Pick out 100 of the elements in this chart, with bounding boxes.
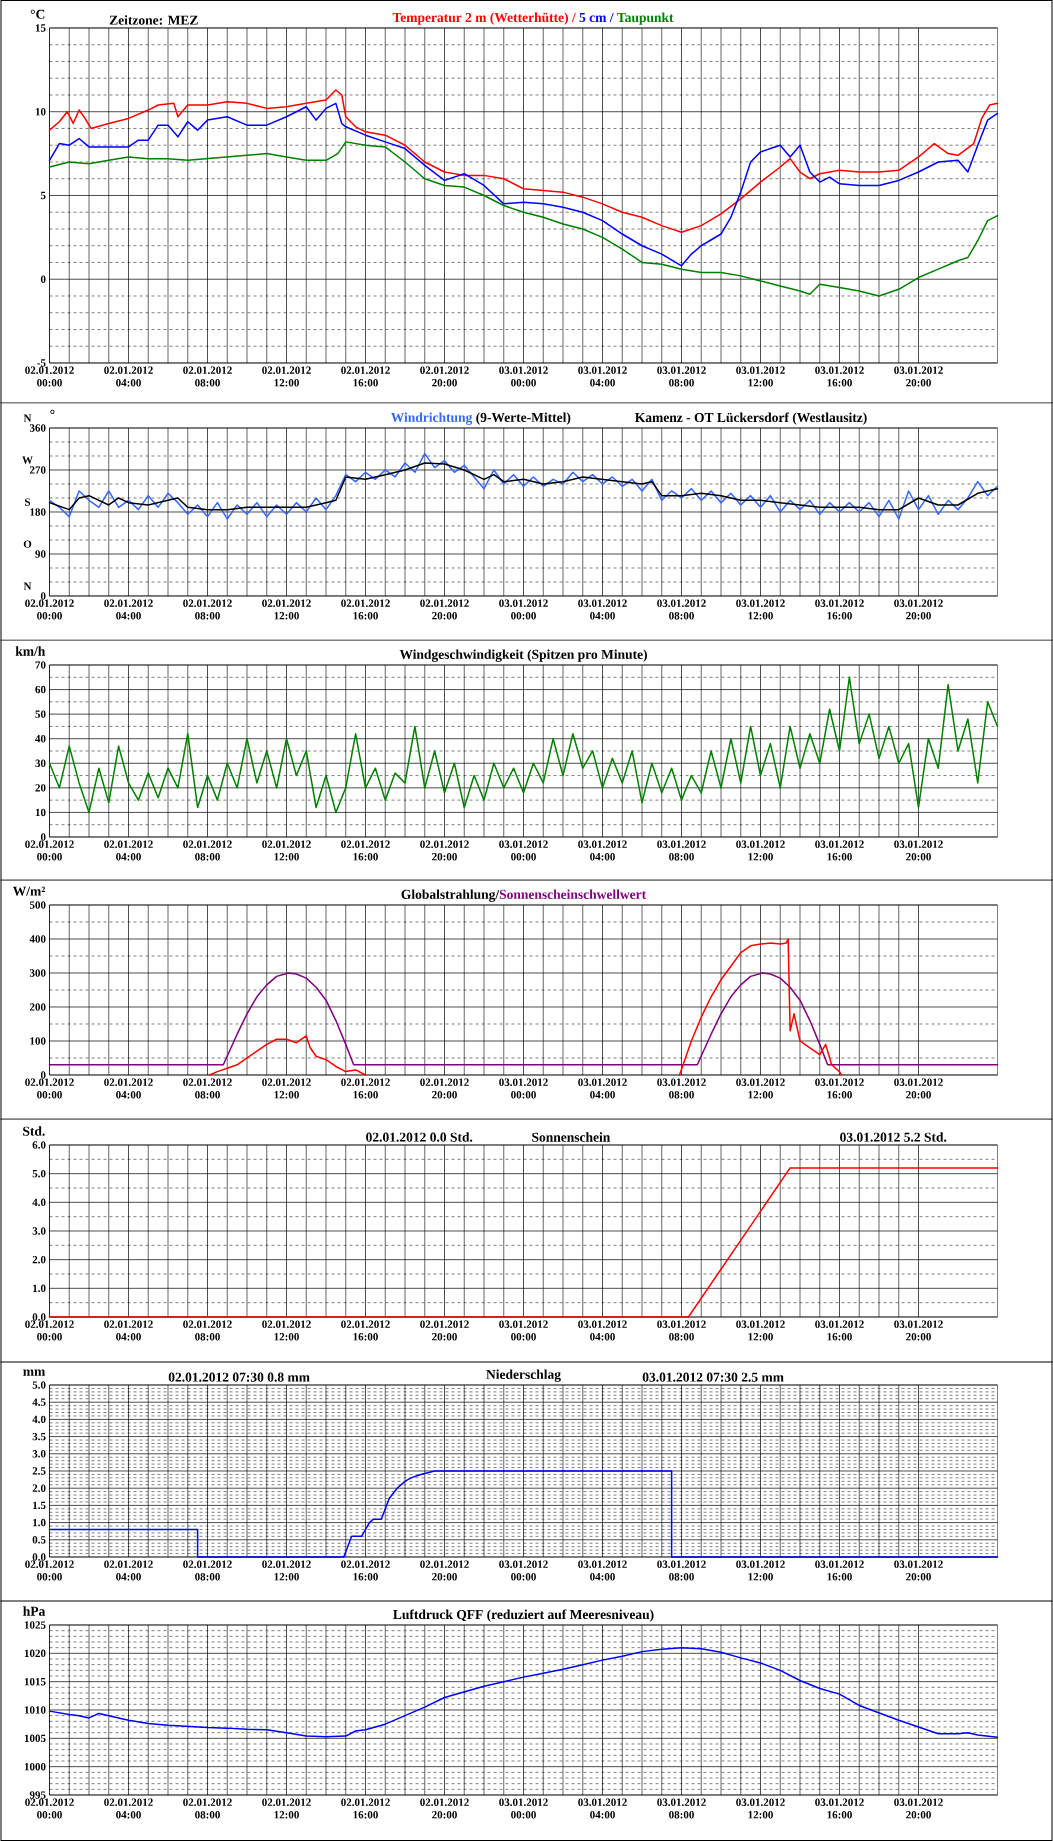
y-tick-label: 40 [35, 735, 46, 743]
x-tick-label: 03.01.2012 12:00 [736, 1320, 785, 1341]
text: Temperatur 2 m (Wetterhütte) / [392, 12, 576, 25]
text: Sonnenscheinschwellwert [499, 889, 647, 899]
y-tick-label: 90 [35, 550, 46, 558]
x-tick-label: 02.01.2012 12:00 [262, 840, 311, 861]
y-tick-label: 1.5 [33, 1501, 46, 1510]
x-tick-label: 03.01.2012 16:00 [815, 1798, 864, 1819]
x-tick-label: 02.01.2012 20:00 [420, 1798, 469, 1819]
x-tick-label: 03.01.2012 20:00 [894, 1078, 943, 1099]
text: S [25, 498, 31, 506]
x-tick-label: 03.01.2012 12:00 [736, 1798, 785, 1819]
chart-title: Luftdruck QFF (reduziert auf Meeresniveau) [393, 1609, 654, 1622]
y-tick-label: 1000 [24, 1762, 46, 1771]
y-tick-label: 3.0 [32, 1227, 46, 1235]
x-tick-label: 02.01.2012 04:00 [104, 1078, 153, 1099]
x-tick-label: 03.01.2012 08:00 [657, 1078, 706, 1099]
x-tick-label: 02.01.2012 20:00 [420, 366, 469, 387]
y-tick-label: 3.5 [32, 1432, 46, 1441]
y-tick-label: 4.0 [32, 1198, 46, 1207]
x-tick-label: 03.01.2012 00:00 [499, 599, 548, 620]
text: 03.01.2012 07:30 2.5 mm [642, 1372, 784, 1382]
line-series [48, 89, 999, 234]
text: Zeitzone: MEZ [109, 15, 198, 25]
text: N [23, 414, 32, 422]
x-tick-label: 03.01.2012 04:00 [578, 1078, 627, 1099]
y-tick-label: 360 [29, 424, 46, 432]
y-tick-label: 15 [35, 24, 46, 32]
y-tick-label: 1020 [24, 1649, 46, 1658]
x-tick-label: 02.01.2012 12:00 [262, 366, 311, 387]
chart-title: Windgeschwindigkeit (Spitzen pro Minute) [399, 649, 647, 662]
y-tick-label: 995 [29, 1791, 46, 1799]
text: Windrichtung [390, 412, 473, 425]
x-tick-label: 02.01.2012 00:00 [25, 840, 74, 861]
x-tick-label: 03.01.2012 16:00 [815, 599, 864, 620]
text: (9-Werte-Mittel) [476, 412, 571, 425]
y-tick-label: 4.5 [32, 1398, 46, 1406]
x-tick-label: 02.01.2012 12:00 [262, 599, 311, 620]
y-tick-label: 270 [29, 466, 46, 474]
y-tick-label: 0.0 [32, 1313, 46, 1321]
x-tick-label: 03.01.2012 16:00 [815, 366, 864, 387]
x-tick-label: 03.01.2012 16:00 [815, 1320, 864, 1341]
x-tick-label: 02.01.2012 00:00 [25, 1320, 74, 1341]
x-tick-label: 03.01.2012 08:00 [657, 1798, 706, 1819]
y-tick-label: 0.5 [32, 1536, 46, 1544]
text: N [23, 582, 32, 590]
x-tick-label: 02.01.2012 12:00 [262, 1560, 311, 1581]
y-axis-title: °C [30, 9, 45, 19]
y-tick-label: 2.0 [32, 1484, 46, 1492]
x-tick-label: 02.01.2012 00:00 [25, 366, 74, 387]
x-tick-label: 03.01.2012 00:00 [499, 366, 548, 387]
chart-title: Kamenz - OT Lückersdorf (Westlausitz) [635, 412, 867, 425]
y-tick-label: 1010 [24, 1706, 46, 1714]
x-tick-label: 02.01.2012 16:00 [341, 599, 390, 620]
x-tick-label: 03.01.2012 20:00 [894, 599, 943, 620]
y-tick-label: 5 [40, 191, 46, 200]
x-tick-label: 03.01.2012 00:00 [499, 1320, 548, 1341]
y-axis-title: hPa [23, 1606, 46, 1616]
y-tick-label: 180 [30, 508, 46, 516]
x-tick-label: 02.01.2012 12:00 [262, 1078, 311, 1099]
x-tick-label: 03.01.2012 20:00 [894, 1560, 943, 1581]
x-tick-label: 02.01.2012 08:00 [183, 1078, 232, 1099]
x-tick-label: 03.01.2012 16:00 [815, 1560, 864, 1581]
x-tick-label: 03.01.2012 04:00 [578, 366, 627, 387]
x-tick-label: 03.01.2012 00:00 [499, 1560, 548, 1581]
y-tick-label: 2.5 [32, 1467, 46, 1475]
x-tick-label: 02.01.2012 20:00 [420, 1320, 469, 1341]
x-tick-label: 02.01.2012 00:00 [25, 1560, 74, 1581]
x-tick-label: 02.01.2012 04:00 [104, 366, 153, 387]
line-series [48, 676, 999, 814]
x-tick-label: 03.01.2012 12:00 [736, 366, 785, 387]
x-tick-label: 02.01.2012 00:00 [25, 1078, 74, 1099]
x-tick-label: 03.01.2012 12:00 [736, 599, 785, 620]
text: 02.01.2012 07:30 0.8 mm [168, 1372, 310, 1382]
x-tick-label: 03.01.2012 12:00 [736, 1560, 785, 1581]
y-tick-label: 0 [40, 275, 46, 283]
y-tick-label: 200 [29, 1003, 46, 1011]
line-series [48, 972, 999, 1066]
x-tick-label: 03.01.2012 08:00 [657, 366, 706, 387]
x-tick-label: 03.01.2012 04:00 [578, 1560, 627, 1581]
x-tick-label: 03.01.2012 00:00 [499, 1798, 548, 1819]
x-tick-label: 03.01.2012 04:00 [578, 599, 627, 620]
x-tick-label: 03.01.2012 00:00 [499, 840, 548, 861]
x-tick-label: 03.01.2012 08:00 [657, 1560, 706, 1581]
x-tick-label: 03.01.2012 12:00 [736, 840, 785, 861]
x-tick-label: 02.01.2012 16:00 [341, 840, 390, 861]
y-tick-label: 0 [40, 1071, 46, 1079]
x-tick-label: 03.01.2012 04:00 [578, 1798, 627, 1819]
y-tick-label: 100 [30, 1037, 46, 1045]
x-tick-label: 02.01.2012 12:00 [262, 1798, 311, 1819]
y-tick-label: 300 [29, 969, 46, 977]
x-tick-label: 02.01.2012 20:00 [420, 599, 469, 620]
text: 5 cm / [579, 13, 614, 23]
x-tick-label: 02.01.2012 20:00 [420, 840, 469, 861]
y-tick-label: 500 [29, 901, 46, 909]
y-tick-label: 20 [35, 784, 46, 792]
y-tick-label: 1015 [24, 1677, 46, 1686]
y-tick-label: 4.0 [32, 1415, 46, 1424]
y-tick-label: 50 [35, 710, 46, 718]
x-tick-label: 02.01.2012 04:00 [104, 1560, 153, 1581]
